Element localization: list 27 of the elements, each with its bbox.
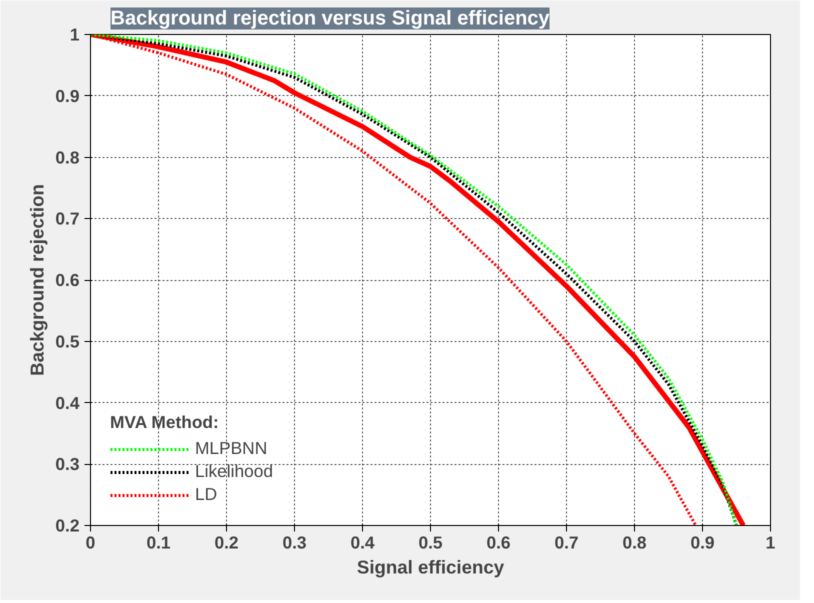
y-tick-label: 0.5 — [55, 331, 80, 352]
x-tick-label: 0.5 — [418, 532, 443, 552]
y-tick-label: 0.3 — [55, 454, 80, 474]
y-axis-title: Background rejection — [26, 184, 48, 376]
x-tick-label: 0.4 — [350, 532, 375, 552]
legend-label: MLPBNN — [195, 438, 268, 459]
x-tick-label: 0.3 — [282, 532, 307, 552]
y-tick-label: 0.8 — [55, 147, 80, 168]
x-tick-label: 1 — [766, 532, 776, 552]
legend-title: MVA Method: — [110, 412, 220, 433]
y-tick-label: 0.2 — [55, 516, 80, 536]
x-tick-label: 0.2 — [214, 532, 239, 552]
x-tick-label: 0.9 — [690, 532, 715, 552]
legend-label: Likelihood — [195, 461, 274, 482]
x-axis-title: Signal efficiency — [356, 556, 505, 578]
y-tick-label: 0.4 — [55, 392, 80, 413]
y-tick-label: 1 — [70, 24, 80, 44]
x-tick-label: 0.1 — [146, 532, 171, 552]
x-tick-label: 0 — [86, 532, 96, 552]
x-tick-label: 0.6 — [486, 532, 511, 552]
y-tick-label: 0.7 — [55, 208, 80, 229]
legend-label: LD — [195, 484, 218, 505]
x-tick-label: 0.8 — [622, 532, 647, 552]
x-tick-label: 0.7 — [554, 532, 579, 552]
y-tick-label: 0.9 — [55, 86, 80, 106]
chart-title: Background rejection versus Signal efficiency — [110, 8, 550, 30]
y-tick-label: 0.6 — [55, 270, 80, 290]
